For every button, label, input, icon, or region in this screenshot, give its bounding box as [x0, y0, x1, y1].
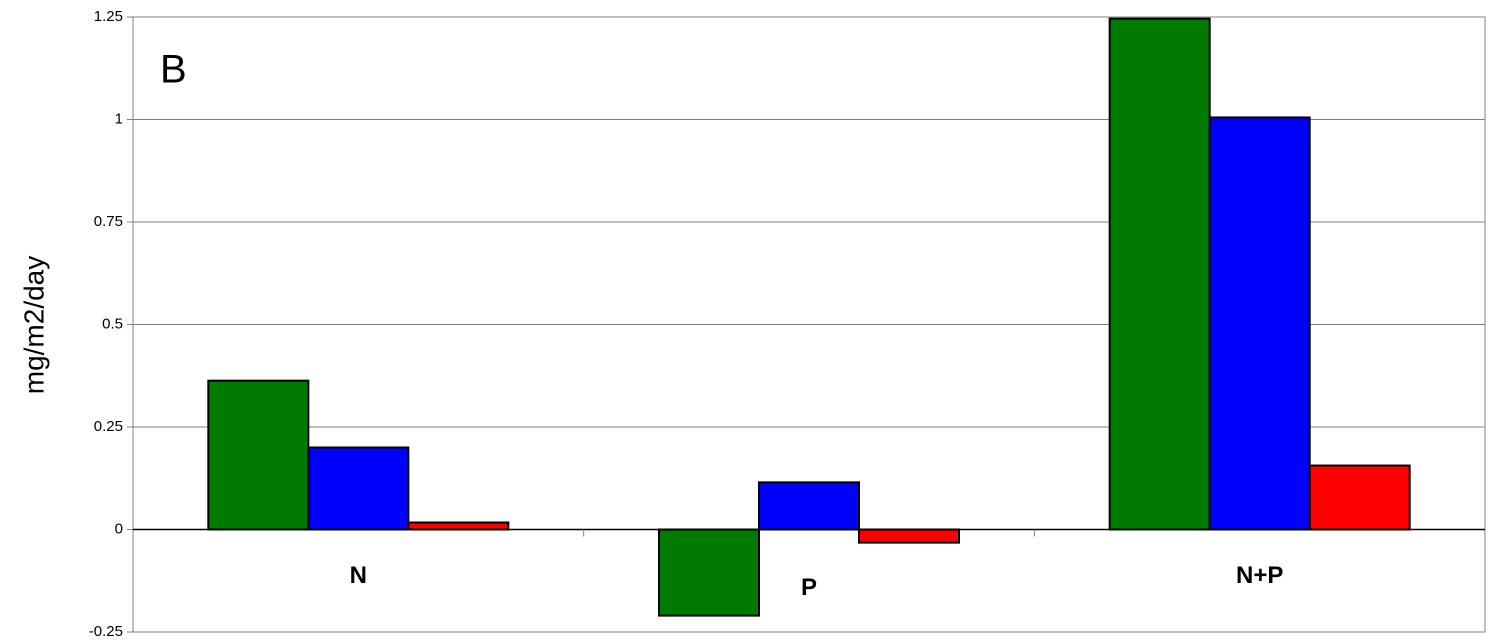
y-tick-label: 0.5: [102, 315, 123, 332]
bar: [858, 528, 960, 544]
y-tick-label: 0.25: [94, 418, 123, 435]
x-tick-label: P: [801, 574, 817, 601]
y-tick-label: 0: [115, 520, 123, 537]
y-tick-label: -0.25: [89, 623, 123, 640]
plot-border: [132, 16, 1486, 633]
bar: [658, 528, 760, 617]
y-tick-label: 1.25: [94, 8, 123, 25]
bar: [207, 379, 310, 531]
bar: [307, 446, 410, 531]
y-axis-label: mg/m2/day: [18, 256, 49, 395]
bar: [1108, 17, 1211, 531]
bar: [407, 521, 510, 531]
bar: [1308, 464, 1411, 531]
bar: [1208, 116, 1311, 531]
x-tick-label: N+P: [1236, 562, 1283, 589]
y-tick-label: 0.75: [94, 213, 123, 230]
y-tick-label: 1: [115, 110, 123, 127]
x-tick-label: N: [350, 562, 367, 589]
bar: [758, 481, 860, 531]
panel-annotation: B: [160, 48, 187, 92]
